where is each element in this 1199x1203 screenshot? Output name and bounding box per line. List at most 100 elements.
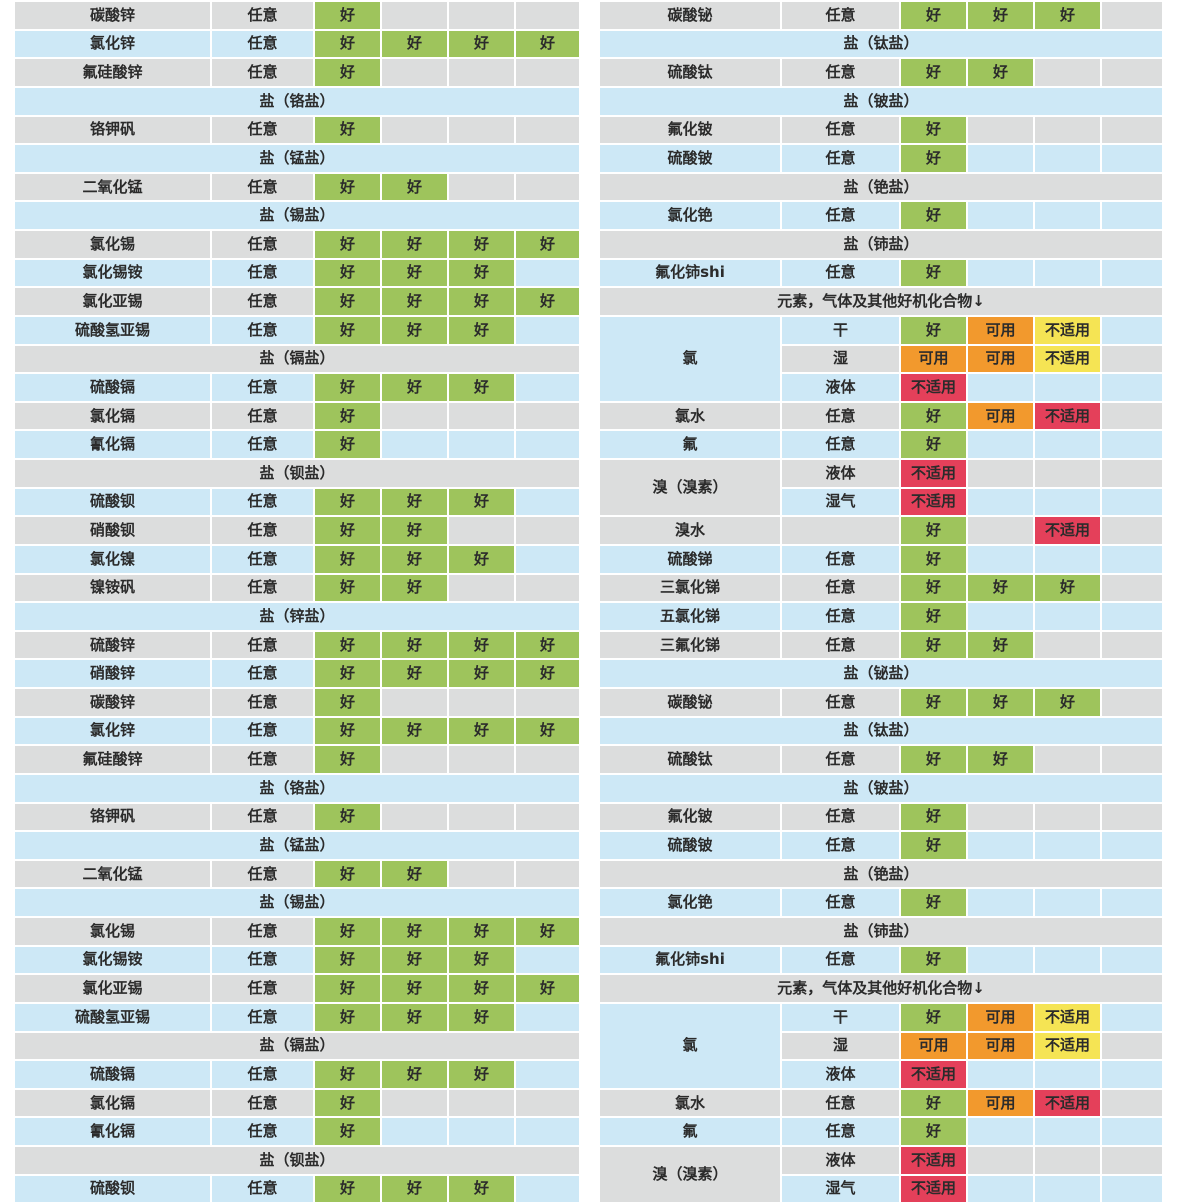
compound-name-cell: 铬钾矾 <box>15 116 210 144</box>
rating-cell-empty <box>449 1118 514 1145</box>
rating-cell: 好 <box>315 259 380 287</box>
rating-cell-empty <box>1102 631 1162 659</box>
rating-cell-empty <box>516 803 579 831</box>
condition-cell: 任意 <box>782 202 899 229</box>
rating-cell: 好 <box>901 803 966 831</box>
condition-cell: 任意 <box>212 1118 313 1145</box>
rating-cell-empty <box>516 259 579 287</box>
section-header-cell: 盐（锌盐） <box>15 603 579 630</box>
rating-cell: 可用 <box>901 1032 966 1060</box>
rating-cell: 好 <box>901 689 966 716</box>
rating-cell-empty <box>1035 1147 1100 1174</box>
compound-name-cell: 硫酸钡 <box>15 488 210 516</box>
condition-cell: 任意 <box>212 231 313 258</box>
rating-cell: 好 <box>1035 2 1100 29</box>
rating-cell: 好 <box>382 173 447 201</box>
condition-cell: 任意 <box>212 717 313 745</box>
compound-name-cell: 二氧化锰 <box>15 860 210 888</box>
rating-cell-empty <box>968 259 1033 287</box>
rating-cell: 好 <box>901 946 966 974</box>
rating-cell: 好 <box>901 517 966 544</box>
rating-cell: 好 <box>315 803 380 831</box>
section-header-cell: 盐（镉盐） <box>15 1032 579 1060</box>
rating-cell-empty <box>1102 889 1162 916</box>
compound-name-cell: 硫酸铍 <box>600 832 780 859</box>
rating-cell-empty <box>1035 803 1100 831</box>
condition-cell: 任意 <box>782 145 899 172</box>
rating-cell-empty <box>1035 202 1100 229</box>
compound-name-cell: 氟 <box>600 431 780 458</box>
condition-cell: 液体 <box>782 1061 899 1088</box>
compound-name-cell: 氯化锡铵 <box>15 946 210 974</box>
compound-name-cell: 硫酸钛 <box>600 746 780 773</box>
rating-cell: 好 <box>315 488 380 516</box>
compound-name-cell: 氯化镍 <box>15 545 210 573</box>
rating-cell: 好 <box>315 660 380 687</box>
rating-cell: 好 <box>382 231 447 258</box>
compound-name-cell: 氯化锌 <box>15 30 210 58</box>
rating-cell-empty <box>1035 1118 1100 1145</box>
rating-cell: 可用 <box>968 316 1033 344</box>
section-header-cell: 盐（铈盐） <box>600 918 1162 945</box>
condition-cell: 任意 <box>212 860 313 888</box>
rating-cell-empty <box>449 803 514 831</box>
rating-cell-empty <box>449 574 514 602</box>
condition-cell: 湿气 <box>782 488 899 516</box>
compound-name-cell: 硫酸钡 <box>15 1175 210 1203</box>
rating-cell: 好 <box>315 689 380 716</box>
rating-cell-empty <box>968 946 1033 974</box>
condition-cell: 任意 <box>782 259 899 287</box>
condition-cell: 任意 <box>782 803 899 831</box>
rating-cell-empty <box>516 374 579 401</box>
compound-name-cell: 氯化铯 <box>600 889 780 916</box>
rating-cell: 好 <box>382 545 447 573</box>
rating-cell: 好 <box>449 1175 514 1203</box>
section-header-cell: 盐（钡盐） <box>15 1147 579 1174</box>
rating-cell-empty <box>968 517 1033 544</box>
rating-cell: 好 <box>315 1089 380 1117</box>
rating-cell-empty <box>382 116 447 144</box>
rating-cell-empty <box>516 431 579 458</box>
rating-cell-empty <box>449 116 514 144</box>
compound-name-cell: 碳酸铋 <box>600 689 780 716</box>
rating-cell: 好 <box>449 975 514 1002</box>
rating-cell-empty <box>968 431 1033 458</box>
rating-cell-empty <box>516 116 579 144</box>
rating-cell: 好 <box>1035 574 1100 602</box>
rating-cell-empty <box>1102 431 1162 458</box>
compound-name-cell: 三氟化锑 <box>600 631 780 659</box>
compound-name-cell: 硫酸锌 <box>15 631 210 659</box>
rating-cell-empty <box>1102 488 1162 516</box>
rating-cell: 好 <box>516 631 579 659</box>
compound-name-cell: 溴（溴素） <box>600 1147 780 1203</box>
rating-cell-empty <box>449 1089 514 1117</box>
condition-cell: 任意 <box>212 173 313 201</box>
compound-name-cell: 硫酸钛 <box>600 59 780 86</box>
compound-name-cell: 硝酸钡 <box>15 517 210 544</box>
condition-cell: 任意 <box>212 288 313 315</box>
rating-cell-empty <box>516 402 579 430</box>
compound-name-cell: 硫酸氢亚锡 <box>15 1003 210 1031</box>
rating-cell-empty <box>382 689 447 716</box>
rating-cell: 好 <box>382 316 447 344</box>
rating-cell: 不适用 <box>1035 1032 1100 1060</box>
rating-cell: 不适用 <box>1035 316 1100 344</box>
condition-cell: 任意 <box>212 30 313 58</box>
condition-cell: 任意 <box>782 2 899 29</box>
compound-name-cell: 氟化铈shi <box>600 946 780 974</box>
rating-cell: 好 <box>315 631 380 659</box>
condition-cell: 任意 <box>782 402 899 430</box>
condition-cell: 任意 <box>212 631 313 659</box>
rating-cell: 不适用 <box>901 488 966 516</box>
rating-cell: 好 <box>382 374 447 401</box>
rating-cell: 好 <box>315 2 380 29</box>
rating-cell: 好 <box>315 746 380 773</box>
condition-cell: 湿 <box>782 345 899 373</box>
section-header-cell: 盐（铋盐） <box>600 660 1162 687</box>
rating-cell-empty <box>449 431 514 458</box>
compound-name-cell: 氰化镉 <box>15 431 210 458</box>
compound-name-cell: 氟化铍 <box>600 116 780 144</box>
condition-cell: 任意 <box>782 832 899 859</box>
condition-cell: 任意 <box>782 603 899 630</box>
condition-cell: 任意 <box>782 631 899 659</box>
